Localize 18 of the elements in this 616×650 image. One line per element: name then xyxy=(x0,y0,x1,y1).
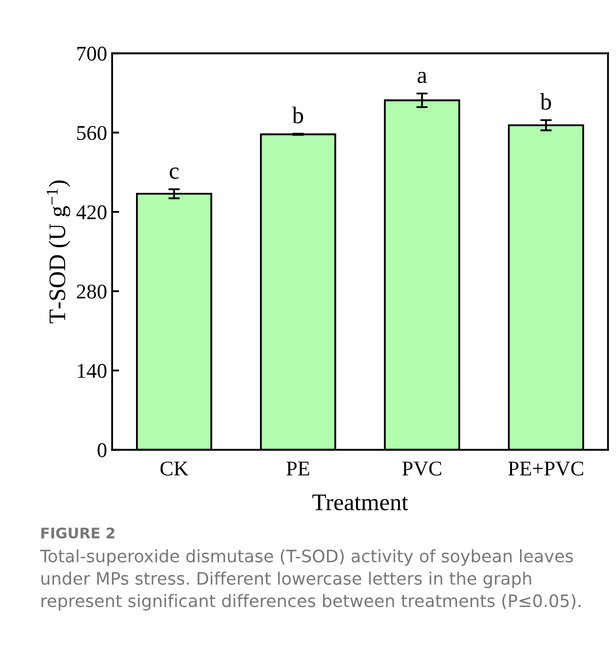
caption: FIGURE 2 xyxy=(41,528,114,539)
y-axis-title: T-SOD (U g$^{−1}$) xyxy=(46,180,70,324)
text: Total-superoxide dismutase (T-SOD) activity of soybean leaves under MPs stress. Different lowercase letters in the graph represent significant differences between treatments (P≤0.05). xyxy=(40,549,580,611)
x-tick-label: CK xyxy=(160,462,188,476)
y-tick-label: 0 xyxy=(98,443,106,458)
y-tick-label: 140 xyxy=(78,364,106,378)
data-label: a xyxy=(418,72,427,84)
y-tick-label: 560 xyxy=(77,126,106,140)
x-tick-label: PE xyxy=(286,462,310,476)
data-label: b xyxy=(540,93,552,110)
x-axis-title: Treatment xyxy=(312,494,408,510)
x-tick-label: PVC xyxy=(402,462,442,476)
data-label: b xyxy=(292,106,304,124)
data-label: c xyxy=(170,168,179,179)
x-tick-label: PE+PVC xyxy=(508,462,584,476)
y-tick-label: 420 xyxy=(76,205,106,220)
y-tick-label: 280 xyxy=(76,284,106,299)
y-tick-label: 700 xyxy=(77,46,106,61)
